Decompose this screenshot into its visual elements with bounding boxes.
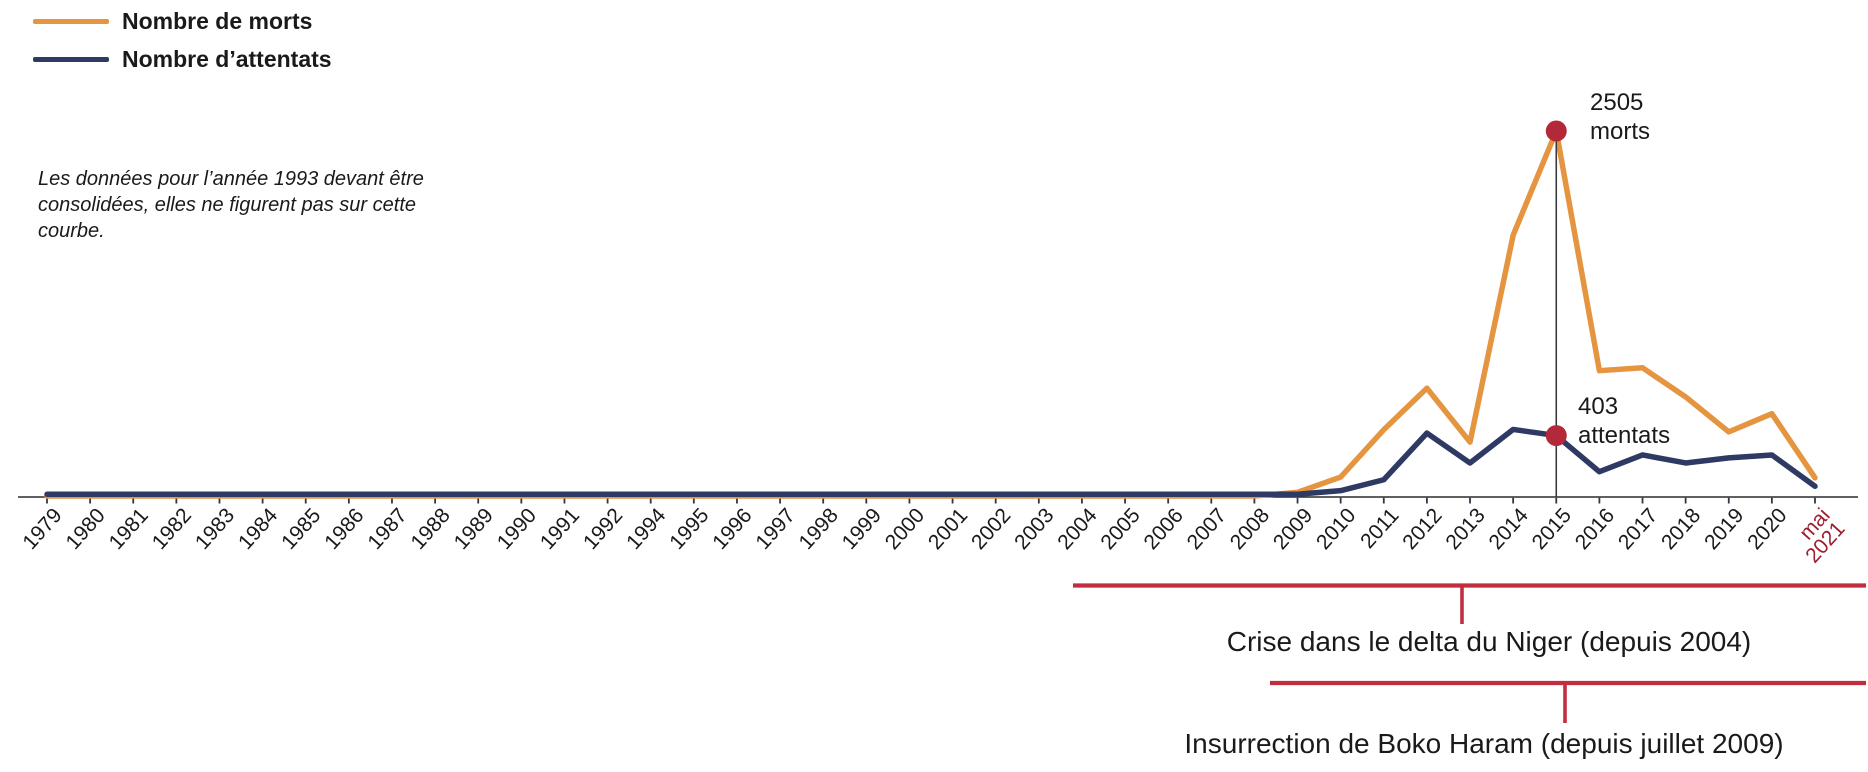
year-label: 1983	[191, 504, 239, 554]
year-label: 1997	[751, 504, 799, 554]
year-label: 2017	[1614, 504, 1662, 554]
bracket-niger-delta	[1073, 583, 1866, 624]
year-label: 2003	[1010, 504, 1058, 554]
morts-line-swatch-icon	[33, 18, 109, 24]
year-label: 1985	[277, 504, 325, 554]
year-label: 2002	[967, 504, 1015, 554]
year-label: 1988	[406, 504, 454, 554]
year-label: 1979	[18, 504, 66, 554]
year-label: 1982	[148, 504, 196, 554]
attentats-line	[44, 426, 1818, 498]
attentats-line-swatch-icon	[33, 56, 109, 62]
year-label: 2013	[1441, 504, 1489, 554]
legend: Nombre de morts Nombre d’attentats	[33, 6, 332, 82]
year-label: mai2021	[1786, 504, 1849, 567]
year-label: 1980	[61, 504, 109, 554]
year-label: 1990	[493, 504, 541, 554]
year-label: 2016	[1571, 504, 1619, 554]
year-label: 1986	[320, 504, 368, 554]
year-label: 1994	[622, 504, 671, 554]
year-label: 2010	[1312, 504, 1360, 554]
morts-peak-marker	[1545, 120, 1567, 142]
attentats-peak-marker	[1545, 425, 1567, 447]
attentats-peak-label: 403 attentats	[1578, 393, 1671, 449]
year-label: 2007	[1183, 504, 1231, 554]
year-label: 2009	[1269, 504, 1317, 554]
year-label: 1984	[234, 504, 283, 554]
year-label: 2019	[1700, 504, 1748, 554]
x-axis-labels: 1979198019811982198319841985198619871988…	[18, 504, 1849, 568]
year-label: 1991	[536, 504, 584, 554]
year-label: 1998	[795, 504, 843, 554]
year-label: 1996	[708, 504, 756, 554]
legend-label-morts: Nombre de morts	[122, 7, 313, 34]
bracket-boko-haram	[1270, 680, 1866, 723]
morts-peak-label: 2505 morts	[1590, 89, 1650, 145]
legend-label-attentats: Nombre d’attentats	[122, 45, 332, 72]
year-label: 2004	[1053, 504, 1102, 554]
year-label: 2006	[1140, 504, 1188, 554]
year-label: 2012	[1398, 504, 1446, 554]
year-label: 2001	[924, 504, 972, 554]
year-label: 1992	[579, 504, 627, 554]
year-label: 1995	[665, 504, 713, 554]
year-label: 2011	[1356, 504, 1403, 553]
year-label: 2000	[881, 504, 929, 554]
year-label: 1981	[105, 504, 153, 554]
year-label: 2015	[1528, 504, 1576, 554]
year-label: 1999	[838, 504, 886, 554]
niger-delta-caption: Crise dans le delta du Niger (depuis 200…	[1226, 626, 1752, 657]
year-label: 2005	[1096, 504, 1144, 554]
year-label: 1989	[450, 504, 498, 554]
year-label: 2020	[1743, 504, 1791, 554]
legend-item-attentats: Nombre d’attentats	[33, 44, 332, 74]
boko-haram-caption: Insurrection de Boko Haram (depuis juill…	[1184, 728, 1784, 759]
footnote-1993: Les données pour l’année 1993 devant êtr…	[38, 168, 424, 242]
legend-item-morts: Nombre de morts	[33, 6, 332, 36]
year-label: 2008	[1226, 504, 1274, 554]
year-label: 2018	[1657, 504, 1705, 554]
year-label: 2014	[1485, 504, 1534, 554]
year-label: 1987	[363, 504, 411, 554]
